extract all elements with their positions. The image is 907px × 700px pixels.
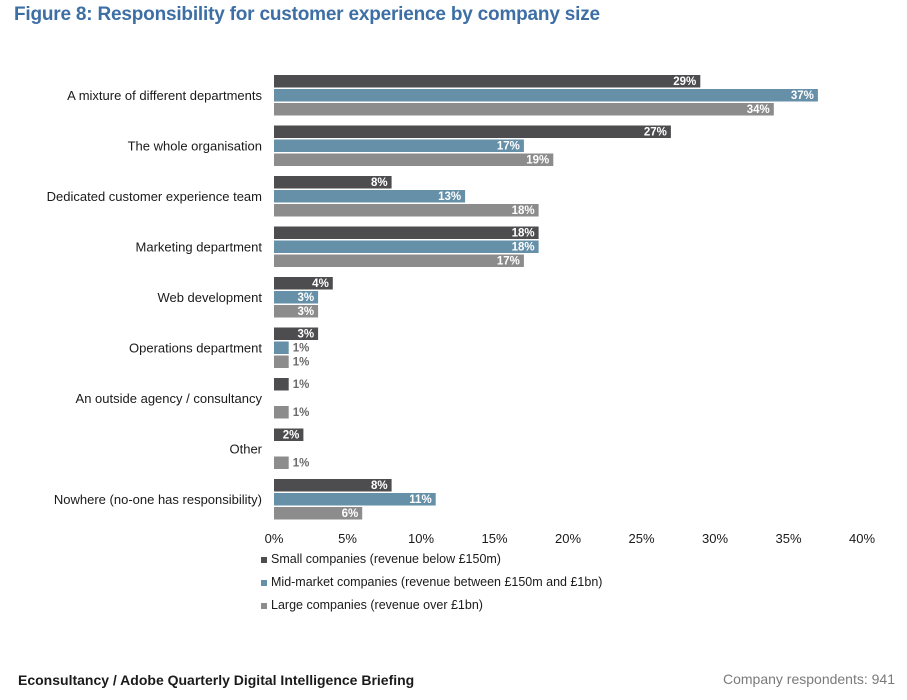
bar-value-label: 4% — [312, 278, 329, 290]
category-label: Dedicated customer experience team — [47, 189, 262, 204]
bars — [274, 75, 818, 520]
respondents-note: Company respondents: 941 — [723, 671, 895, 687]
bar-value-label: 1% — [293, 379, 310, 391]
bar-value-label: 3% — [297, 292, 314, 304]
category-label: The whole organisation — [128, 139, 262, 154]
bar — [274, 75, 701, 88]
bar — [274, 240, 539, 253]
legend-swatch — [261, 580, 267, 586]
category-label: Marketing department — [136, 240, 263, 255]
bar — [274, 204, 539, 217]
bar-value-label: 18% — [512, 228, 535, 240]
bar — [274, 125, 671, 138]
bar-value-label: 1% — [293, 458, 310, 470]
chart-title: Figure 8: Responsibility for customer ex… — [14, 4, 600, 25]
bar-value-label: 1% — [293, 343, 310, 355]
legend-label: Small companies (revenue below £150m) — [271, 552, 501, 566]
bar — [274, 190, 466, 203]
bar-value-label: 19% — [526, 155, 549, 167]
bar — [274, 139, 524, 152]
legend-swatch — [261, 557, 267, 563]
category-labels: A mixture of different departments The wh… — [47, 88, 263, 507]
bar — [274, 305, 319, 318]
bar — [274, 291, 319, 304]
bar-value-label: 17% — [497, 141, 520, 153]
bar — [274, 378, 289, 391]
x-tick-label: 10% — [408, 531, 434, 546]
bar-value-label: 8% — [371, 480, 388, 492]
category-label: Other — [229, 442, 262, 457]
bar-value-label: 37% — [791, 90, 814, 102]
bar — [274, 355, 289, 368]
legend-label: Large companies (revenue over £1bn) — [271, 598, 483, 612]
bar — [274, 507, 363, 520]
x-axis-ticks: 0% 5% 10% 15% 20% 25% 30% 35% 40% — [265, 531, 876, 546]
x-tick-label: 20% — [555, 531, 581, 546]
bar-value-label: 18% — [512, 205, 535, 217]
category-label: Operations department — [129, 341, 262, 356]
x-tick-label: 25% — [628, 531, 654, 546]
bar — [274, 103, 774, 116]
bar-value-labels: 29% 37% 34% 27% 17% 19% 8% 13% 18% 18% 18% 17% 4% 3% 3… — [283, 76, 814, 520]
bar — [274, 479, 392, 492]
x-tick-label: 35% — [775, 531, 801, 546]
bar-value-label: 6% — [342, 508, 359, 520]
bar — [274, 428, 304, 441]
legend-label: Mid-market companies (revenue between £1… — [271, 575, 602, 589]
bar-value-label: 8% — [371, 177, 388, 189]
legend-swatch — [261, 603, 267, 609]
bar-value-label: 13% — [438, 191, 461, 203]
bar — [274, 254, 524, 267]
category-label: A mixture of different departments — [67, 88, 262, 103]
category-label: Web development — [157, 290, 262, 305]
source-note: Econsultancy / Adobe Quarterly Digital I… — [18, 672, 415, 688]
bar-value-label: 1% — [293, 407, 310, 419]
bar — [274, 153, 554, 166]
category-label: An outside agency / consultancy — [76, 391, 263, 406]
bar-value-label: 2% — [283, 430, 300, 442]
bar-value-label: 1% — [293, 357, 310, 369]
bar-value-label: 3% — [297, 329, 314, 341]
x-tick-label: 0% — [265, 531, 284, 546]
bar — [274, 277, 333, 290]
legend: Small companies (revenue below £150m) Mid… — [261, 552, 602, 612]
bar — [274, 226, 539, 239]
bar-value-label: 17% — [497, 256, 520, 268]
category-label: Nowhere (no-one has responsibility) — [54, 492, 262, 507]
bar-value-label: 11% — [409, 494, 431, 506]
bar — [274, 456, 289, 469]
x-tick-label: 30% — [702, 531, 728, 546]
bar-value-label: 34% — [747, 104, 770, 116]
bar — [274, 89, 818, 102]
bar-value-label: 18% — [512, 242, 535, 254]
bar-value-label: 29% — [673, 76, 696, 88]
x-tick-label: 5% — [338, 531, 357, 546]
bar-value-label: 27% — [644, 127, 667, 139]
bar — [274, 327, 319, 340]
bar — [274, 493, 436, 506]
bar — [274, 406, 289, 419]
bar — [274, 341, 289, 354]
x-tick-label: 40% — [849, 531, 875, 546]
bar-chart: A mixture of different departments The wh… — [47, 75, 876, 612]
bar — [274, 176, 392, 189]
x-tick-label: 15% — [481, 531, 507, 546]
bar-value-label: 3% — [297, 306, 314, 318]
